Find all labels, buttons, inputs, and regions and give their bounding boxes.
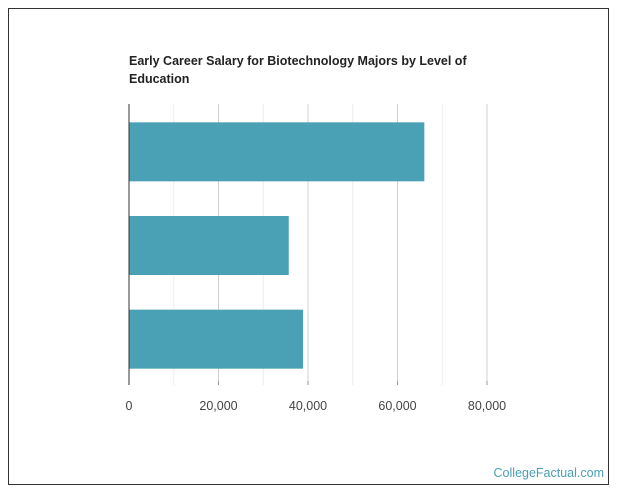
chart-frame: [8, 8, 609, 485]
bar: [129, 309, 304, 369]
x-tick-label: 0: [126, 399, 133, 413]
x-tick-label: 80,000: [468, 399, 506, 413]
x-tick-label: 60,000: [378, 399, 416, 413]
x-tick-label: 40,000: [289, 399, 327, 413]
bar: [129, 122, 425, 182]
credit-link[interactable]: CollegeFactual.com: [493, 466, 604, 480]
chart-title: Early Career Salary for Biotechnology Ma…: [129, 54, 467, 86]
bar: [129, 216, 289, 275]
x-tick-label: 20,000: [199, 399, 237, 413]
